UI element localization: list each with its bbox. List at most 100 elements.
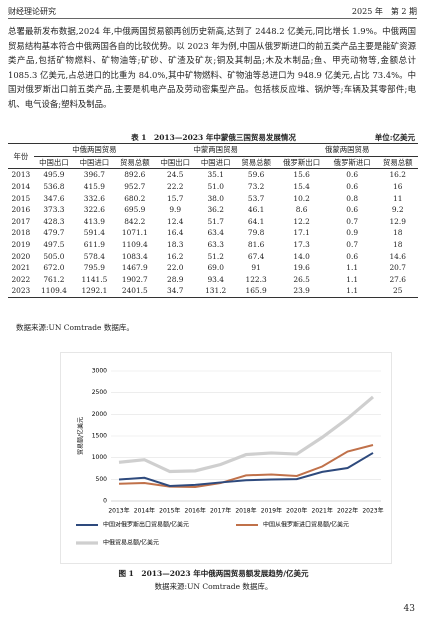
cell: 51.0: [207, 182, 224, 192]
cell: 16.2: [389, 170, 406, 180]
year-cell: 2020: [11, 251, 31, 261]
cell: 505.0: [43, 251, 65, 261]
year-cell: 2013: [11, 170, 31, 180]
cell: 19.6: [293, 263, 310, 273]
cell: 952.7: [124, 182, 146, 192]
group-header: 中俄两国贸易: [33, 143, 156, 157]
cell: 23.9: [293, 286, 310, 296]
cell: 15.4: [293, 182, 310, 192]
y-tick-label: 2500: [92, 389, 107, 396]
cell: 8.6: [295, 205, 308, 215]
cell: 9.9: [169, 205, 182, 215]
year-cell: 2022: [11, 274, 31, 284]
cell: 0.7: [346, 216, 359, 226]
y-tick-label: 2000: [92, 411, 107, 418]
cell: 1083.4: [121, 251, 148, 261]
cell: 12.9: [389, 216, 406, 226]
cell: 1902.7: [121, 274, 148, 284]
column-header: 中国进口: [195, 156, 236, 170]
x-tick-label: 2021年: [312, 507, 333, 515]
cell: 69.0: [207, 263, 224, 273]
cell: 761.2: [43, 274, 65, 284]
year-cell: 2021: [11, 263, 31, 273]
year-cell: 2016: [11, 205, 31, 215]
cell: 2401.5: [121, 286, 148, 296]
cell: 680.2: [124, 193, 146, 203]
cell: 17.1: [293, 228, 310, 238]
column-header: 俄罗斯出口: [276, 156, 327, 170]
x-tick-label: 2022年: [337, 507, 358, 515]
cell: 0.8: [346, 193, 359, 203]
cell: 91: [251, 263, 261, 273]
cell: 51.7: [207, 216, 224, 226]
cell: 24.5: [167, 170, 184, 180]
year-cell: 2018: [11, 228, 31, 238]
x-tick-label: 2015年: [159, 507, 180, 515]
cell: 14.6: [389, 251, 406, 261]
legend-label: 中俄贸易总额/亿美元: [103, 539, 159, 547]
x-tick-label: 2020年: [286, 507, 307, 515]
cell: 413.9: [83, 216, 105, 226]
header-row: 中国出口 中国进口 贸易总额 中国出口 中国进口 贸易总额 俄罗斯出口 俄罗斯进口 贸易总额: [8, 156, 418, 170]
table-row: 2018 479.7 591.4 1071.1 16.4 63.4 79.8 17.1 0.9 1…: [8, 227, 418, 239]
cell: 0.7: [346, 240, 359, 250]
cell: 695.9: [124, 205, 146, 215]
figure-source: 数据来源:UN Comtrade 数据库。: [154, 582, 273, 591]
cell: 1292.1: [81, 286, 108, 296]
cell: 34.7: [167, 286, 184, 296]
journal-name: 财经理论研究: [8, 7, 56, 16]
cell: 892.6: [124, 170, 146, 180]
cell: 131.2: [205, 286, 227, 296]
cell: 16.4: [167, 228, 184, 238]
year-cell: 2017: [11, 216, 31, 226]
series-line: [118, 395, 375, 474]
cell: 322.6: [83, 205, 105, 215]
group-header: 俄蒙两国贸易: [276, 143, 418, 157]
y-tick-label: 0: [103, 498, 107, 505]
cell: 35.1: [207, 170, 224, 180]
table-unit: 单位:亿美元: [374, 133, 415, 142]
cell: 1.1: [346, 286, 359, 296]
year-header: 年份: [8, 143, 34, 170]
table-row: 2015 347.6 332.6 680.2 15.7 38.0 53.7 10.2 0.8 11: [8, 192, 418, 204]
cell: 9.2: [391, 205, 404, 215]
year-cell: 2015: [11, 193, 31, 203]
cell: 842.2: [124, 216, 146, 226]
cell: 428.3: [43, 216, 65, 226]
cell: 28.9: [167, 274, 184, 284]
y-axis-label: 贸易额/亿美元: [77, 417, 85, 455]
x-tick-label: 2023年: [362, 507, 383, 515]
cell: 22.2: [167, 182, 184, 192]
column-header: 中国出口: [33, 156, 75, 170]
legend-label: 中国从俄罗斯进口贸易额/亿美元: [263, 521, 349, 529]
table-row: 2020 505.0 578.4 1083.4 16.2 51.2 67.4 14.0 0.6 1…: [8, 250, 418, 262]
page-number: 43: [403, 604, 415, 614]
x-tick-label: 2016年: [185, 507, 206, 515]
cell: 578.4: [83, 251, 105, 261]
cell: 1467.9: [121, 263, 148, 273]
table-row: 2016 373.3 322.6 695.9 9.9 36.2 46.1 8.6 0.6 9.2: [8, 204, 418, 216]
x-tick-label: 2013年: [108, 507, 129, 515]
cell: 36.2: [207, 205, 224, 215]
cell: 22.0: [167, 263, 184, 273]
cell: 16.2: [167, 251, 184, 261]
figure: 0 500 1000 1500 2000 2500 3000 贸易额/亿美元 2013年 2014…: [60, 352, 392, 564]
table-row: 2019 497.5 611.9 1109.4 18.3 63.3 81.6 17.3 0.7 1…: [8, 239, 418, 251]
body-text: 总署最新发布数据,2024 年,中俄两国贸易额再创历史新高,达到了 2448.2…: [8, 26, 416, 109]
series-line: [118, 452, 374, 487]
cell: 18.3: [167, 240, 184, 250]
y-tick-label: 3000: [92, 368, 107, 375]
column-header: 中国进口: [74, 156, 115, 170]
header-row: 年份 中俄两国贸易 中蒙两国贸易 俄蒙两国贸易: [8, 143, 418, 170]
cell: 1.1: [346, 263, 359, 273]
legend-label: 中国对俄罗斯出口贸易额/亿美元: [103, 521, 189, 529]
column-header: 贸易总额: [114, 156, 156, 170]
year-cell: 2023: [11, 286, 31, 296]
cell: 67.4: [247, 251, 265, 261]
cell: 591.4: [83, 228, 105, 238]
table-title: 表 1 2013—2023 年中蒙俄三国贸易发展情况: [131, 133, 296, 142]
cell: 536.8: [43, 182, 65, 192]
cell: 18: [393, 240, 403, 250]
cell: 16: [393, 182, 403, 192]
